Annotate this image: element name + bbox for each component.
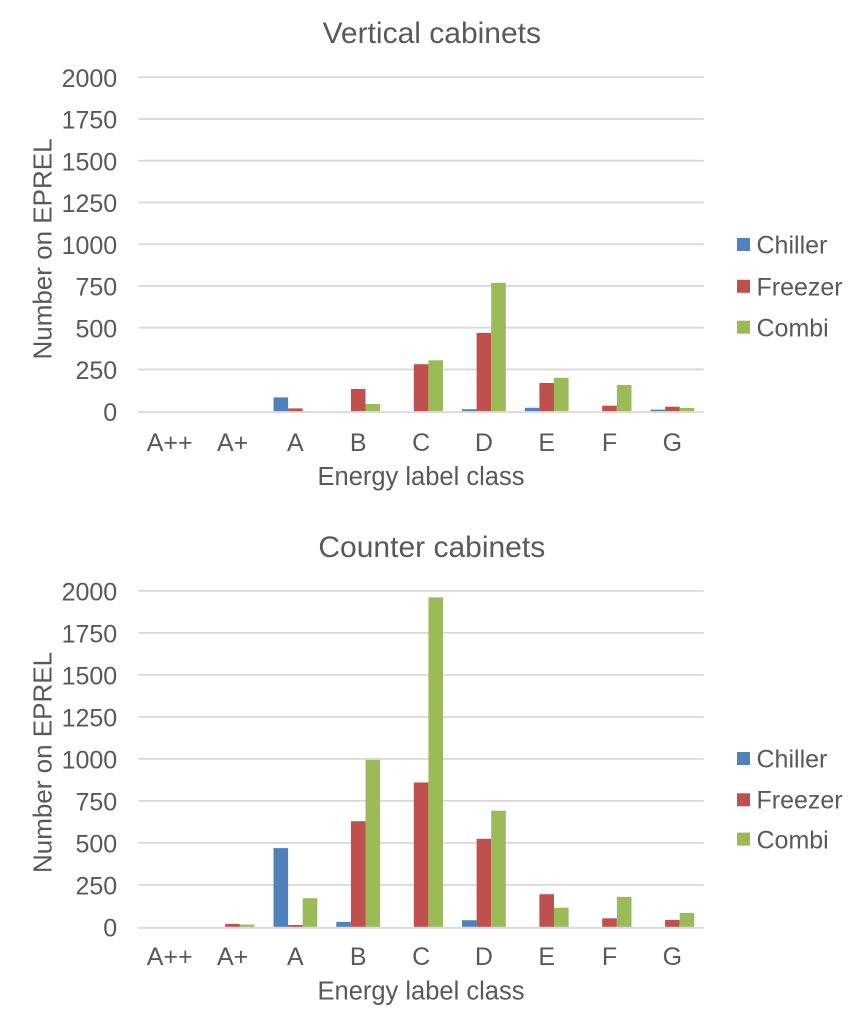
- svg-text:1750: 1750: [62, 107, 118, 135]
- svg-text:Energy label class: Energy label class: [318, 463, 525, 491]
- svg-text:D: D: [475, 429, 493, 457]
- svg-text:Combi: Combi: [757, 827, 829, 855]
- svg-text:Freezer: Freezer: [757, 787, 843, 815]
- svg-text:C: C: [412, 429, 430, 457]
- svg-text:E: E: [538, 943, 555, 971]
- svg-text:E: E: [538, 429, 555, 457]
- svg-text:G: G: [663, 429, 682, 457]
- svg-text:1000: 1000: [62, 232, 118, 260]
- svg-text:Number on EPREL: Number on EPREL: [28, 652, 58, 873]
- svg-text:750: 750: [75, 789, 117, 817]
- svg-text:B: B: [350, 429, 367, 457]
- svg-text:1000: 1000: [62, 747, 118, 775]
- svg-text:A+: A+: [217, 943, 248, 971]
- svg-text:D: D: [475, 943, 493, 971]
- svg-text:A: A: [287, 943, 304, 971]
- svg-text:Chiller: Chiller: [757, 746, 828, 774]
- svg-text:Combi: Combi: [757, 314, 829, 342]
- svg-text:750: 750: [75, 274, 117, 302]
- svg-text:A+: A+: [217, 429, 248, 457]
- svg-text:Number on EPREL: Number on EPREL: [28, 138, 58, 359]
- svg-text:Chiller: Chiller: [757, 232, 828, 260]
- svg-text:500: 500: [75, 315, 117, 343]
- svg-text:250: 250: [75, 873, 117, 901]
- svg-text:0: 0: [103, 399, 117, 427]
- svg-text:2000: 2000: [62, 65, 118, 93]
- svg-text:C: C: [412, 943, 430, 971]
- svg-text:1250: 1250: [62, 705, 118, 733]
- svg-text:Freezer: Freezer: [757, 273, 843, 301]
- svg-text:Vertical cabinets: Vertical cabinets: [323, 17, 541, 50]
- svg-text:G: G: [663, 943, 682, 971]
- svg-text:A: A: [287, 429, 304, 457]
- svg-text:Energy label class: Energy label class: [318, 977, 525, 1005]
- svg-text:2000: 2000: [62, 579, 118, 607]
- svg-text:F: F: [602, 429, 617, 457]
- svg-text:A++: A++: [147, 429, 193, 457]
- svg-text:B: B: [350, 943, 367, 971]
- svg-text:Counter cabinets: Counter cabinets: [318, 531, 545, 564]
- svg-text:0: 0: [103, 915, 117, 943]
- svg-text:500: 500: [75, 831, 117, 859]
- svg-text:A++: A++: [147, 943, 193, 971]
- svg-text:1500: 1500: [62, 148, 118, 176]
- svg-text:1500: 1500: [62, 663, 118, 691]
- svg-text:1250: 1250: [62, 190, 118, 218]
- svg-text:250: 250: [75, 357, 117, 385]
- svg-text:1750: 1750: [62, 621, 118, 649]
- svg-text:F: F: [602, 943, 617, 971]
